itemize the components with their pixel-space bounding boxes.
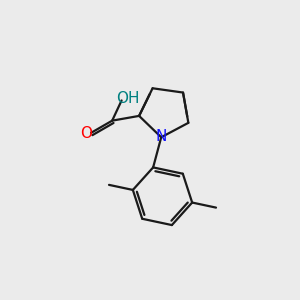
Text: O: O [80, 126, 92, 141]
Text: N: N [155, 129, 167, 144]
Text: OH: OH [116, 91, 140, 106]
